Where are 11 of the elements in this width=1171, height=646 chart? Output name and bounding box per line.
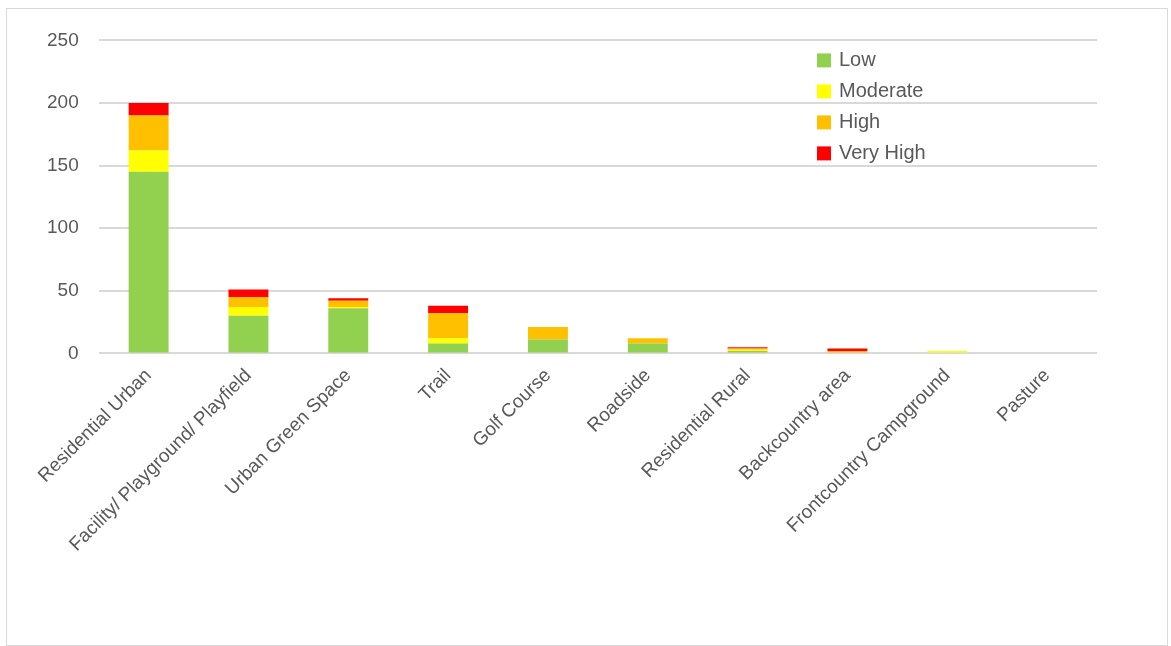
legend-label: High: [839, 109, 881, 132]
y-tick-label: 50: [57, 279, 79, 301]
legend-label: Moderate: [839, 78, 924, 101]
x-tick-label: Trail: [414, 364, 455, 405]
y-tick-label: 200: [47, 91, 79, 113]
legend-label: Very High: [839, 140, 926, 163]
y-tick-label: 100: [47, 216, 79, 238]
legend-label: Low: [839, 47, 877, 70]
y-tick-label: 0: [68, 341, 79, 363]
y-tick-label: 150: [47, 153, 79, 175]
y-tick-label: 250: [47, 28, 79, 50]
